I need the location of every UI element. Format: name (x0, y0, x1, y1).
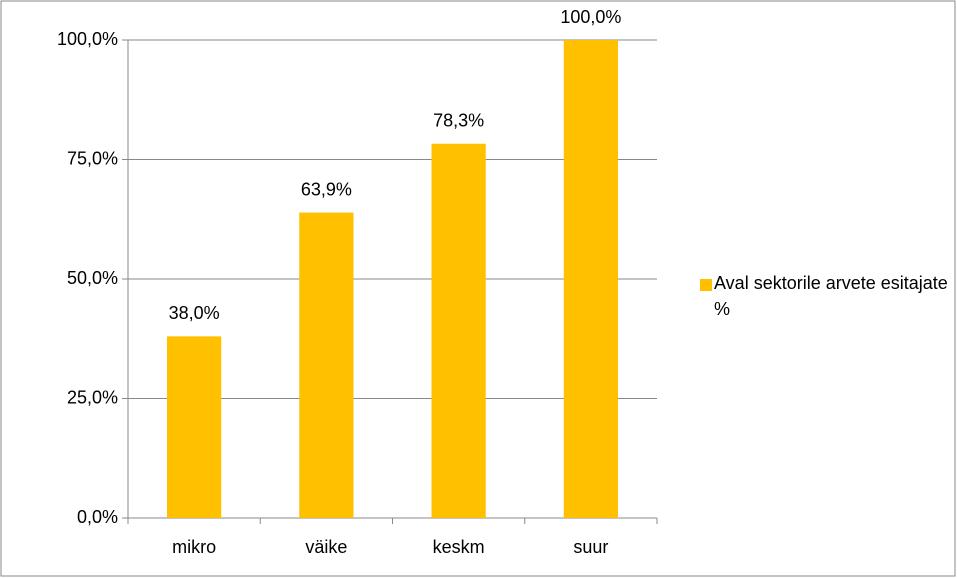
bar (431, 143, 486, 518)
y-tick-label: 75,0% (67, 148, 118, 168)
data-label: 63,9% (301, 179, 352, 199)
y-tick-label: 50,0% (67, 268, 118, 288)
legend-swatch (700, 279, 712, 291)
bar (563, 40, 618, 518)
legend-entry: Aval sektorile arvete esitajate % (714, 273, 948, 319)
x-tick-label: mikro (172, 537, 216, 557)
data-label: 78,3% (433, 110, 484, 130)
x-tick-label: keskm (433, 537, 485, 557)
legend-label: Aval sektorile arvete esitajate % (714, 273, 948, 319)
y-tick-label: 0,0% (77, 507, 118, 527)
y-tick-label: 100,0% (57, 29, 118, 49)
bar (299, 212, 354, 519)
bar (167, 336, 222, 518)
y-tick-label: 25,0% (67, 387, 118, 407)
x-tick-label: väike (305, 537, 347, 557)
data-label: 38,0% (169, 303, 220, 323)
data-label: 100,0% (560, 7, 621, 27)
x-tick-label: suur (573, 537, 608, 557)
